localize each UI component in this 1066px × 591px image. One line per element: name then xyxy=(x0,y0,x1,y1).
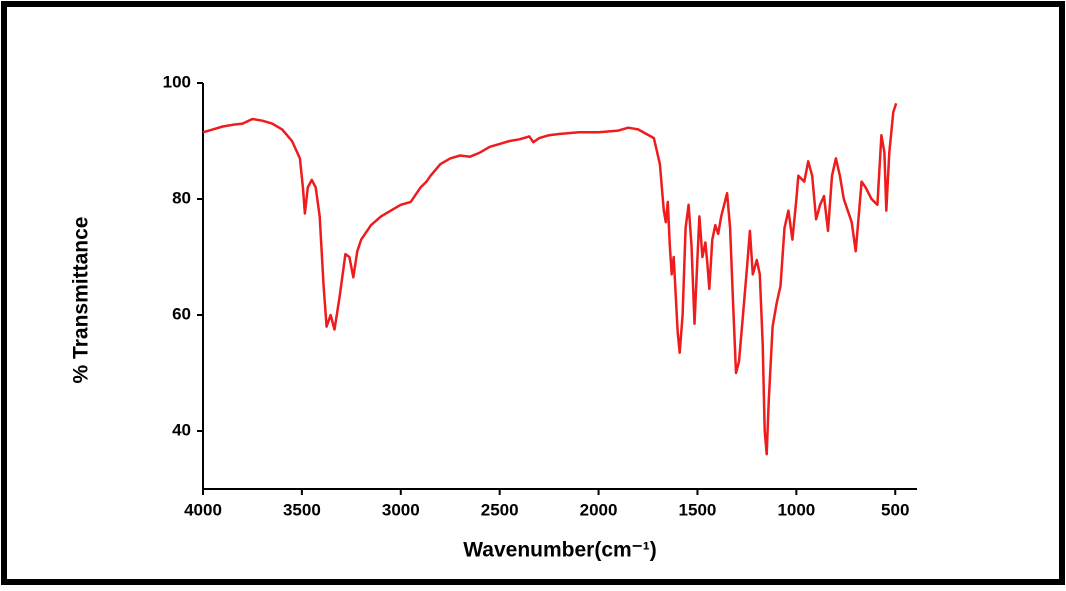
x-tick-label: 2500 xyxy=(481,500,519,519)
y-tick-label: 80 xyxy=(172,188,191,207)
x-tick-label: 1000 xyxy=(777,500,815,519)
spectrum-line xyxy=(202,102,898,456)
x-tick-label: 3500 xyxy=(283,500,321,519)
x-tick-label: 500 xyxy=(881,500,909,519)
x-tick-label: 4000 xyxy=(184,500,222,519)
y-tick-label: 40 xyxy=(172,420,191,439)
x-tick-label: 1500 xyxy=(679,500,717,519)
x-tick-label: 2000 xyxy=(580,500,618,519)
y-axis-label: % Transmittance xyxy=(70,217,93,384)
y-tick-label: 100 xyxy=(163,72,191,91)
x-tick-label: 3000 xyxy=(382,500,420,519)
x-axis-label: Wavenumber(cm⁻¹) xyxy=(463,539,657,562)
y-tick-label: 60 xyxy=(172,304,191,323)
